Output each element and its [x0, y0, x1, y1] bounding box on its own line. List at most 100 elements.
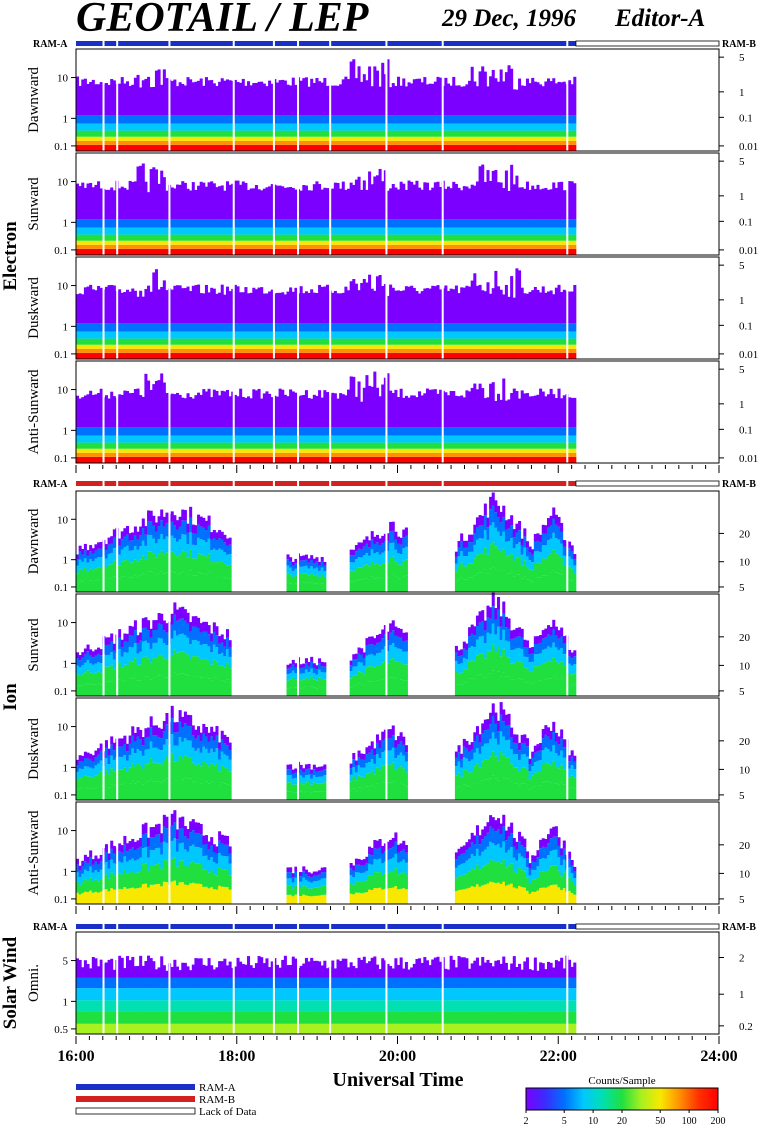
spectrogram-cell: [502, 234, 506, 241]
spectrogram-cell: [118, 323, 122, 332]
spectrogram-cell: [539, 244, 543, 249]
spectrogram-cell: [112, 140, 116, 145]
spectrogram-cell: [402, 130, 406, 137]
spectrogram-cell: [260, 219, 264, 228]
spectrogram-cell: [215, 136, 219, 141]
spectrogram-cell: [249, 338, 253, 345]
spectrogram-cell: [468, 348, 472, 353]
spectrogram-cell: [312, 130, 316, 137]
spectrogram-cell: [483, 136, 487, 141]
spectrogram-cell: [452, 289, 456, 324]
spectrogram-cell: [349, 435, 353, 443]
spectrogram-cell: [394, 452, 398, 457]
spectrogram-cell: [475, 227, 479, 235]
spectrogram-cell: [568, 136, 572, 141]
spectrogram-cell: [347, 140, 351, 145]
spectrogram-cell: [360, 130, 364, 137]
spectrogram-cell: [525, 130, 529, 137]
spectrogram-cell: [573, 234, 577, 241]
spectrogram-cell: [97, 352, 101, 359]
spectrogram-cell: [499, 289, 503, 324]
spectrogram-cell: [262, 248, 266, 255]
spectrogram-cell: [389, 456, 393, 463]
spectrogram-cell: [397, 234, 401, 241]
spectrogram-cell: [486, 234, 490, 241]
ion-ram-bar: [76, 481, 576, 486]
spectrogram-cell: [89, 123, 93, 131]
spectrogram-cell: [170, 123, 174, 131]
spectrogram-cell: [391, 219, 395, 228]
chart-date: 29 Dec, 1996: [441, 5, 576, 32]
spectrogram-cell: [394, 123, 398, 131]
spectrogram-cell: [552, 344, 556, 349]
spectrogram-cell: [525, 227, 529, 235]
spectrogram-cell: [149, 338, 153, 345]
spectrogram-cell: [154, 140, 158, 145]
spectrogram-cell: [389, 248, 393, 255]
spectrogram-cell: [239, 388, 243, 428]
spectrogram-cell: [473, 323, 477, 332]
spectrogram-cell: [365, 352, 369, 359]
spectrogram-cell: [262, 240, 266, 245]
spectrogram-cell: [536, 348, 540, 353]
spectrogram-cell: [418, 448, 422, 453]
spectrogram-cell: [104, 452, 108, 457]
spectrogram-cell: [265, 240, 269, 245]
spectrogram-cell: [118, 188, 122, 220]
spectrogram-cell: [310, 452, 314, 457]
spectrogram-cell: [520, 187, 524, 220]
spectrogram-cell: [415, 227, 419, 235]
spectrogram-cell: [89, 427, 93, 436]
spectrogram-cell: [533, 331, 537, 339]
spectrogram-cell: [549, 144, 553, 151]
spectrogram-cell: [375, 344, 379, 349]
spectrogram-cell: [302, 448, 306, 453]
spectrogram-cell: [83, 442, 87, 449]
spectrogram-cell: [560, 248, 564, 255]
spectrogram-cell: [549, 189, 553, 220]
spectrogram-cell: [362, 323, 366, 332]
spectrogram-cell: [344, 144, 348, 151]
spectrogram-cell: [154, 169, 158, 220]
spectrogram-cell: [562, 323, 566, 332]
spectrogram-cell: [175, 392, 180, 428]
spectrogram-cell: [210, 240, 214, 245]
spectrogram-cell: [86, 435, 90, 443]
spectrogram-cell: [383, 442, 387, 449]
spectrogram-cell: [194, 81, 198, 116]
spectrogram-cell: [320, 456, 324, 463]
spectrogram-cell: [546, 144, 551, 151]
spectrogram-cell: [181, 448, 185, 453]
spectrogram-cell: [162, 448, 166, 453]
spectrogram-cell: [275, 396, 279, 428]
spectrogram-cell: [533, 81, 537, 116]
spectrogram-cell: [536, 331, 540, 339]
spectrogram-cell: [452, 352, 456, 359]
spectrogram-cell: [533, 338, 537, 345]
spectrogram-cell: [323, 427, 327, 436]
spectrogram-cell: [560, 136, 564, 141]
spectrogram-cell: [546, 323, 551, 332]
spectrogram-cell: [499, 219, 503, 228]
spectrogram-cell: [170, 240, 174, 245]
spectrogram-cell: [360, 338, 364, 345]
spectrogram-cell: [452, 181, 456, 220]
spectrogram-cell: [278, 136, 282, 141]
spectrogram-cell: [389, 442, 393, 449]
spectrogram-cell: [118, 435, 122, 443]
spectrogram-cell: [375, 227, 379, 235]
spectrogram-cell: [375, 276, 379, 324]
spectrogram-cell: [241, 78, 245, 116]
spectrogram-cell: [94, 130, 98, 137]
ram-bar-gap: [329, 41, 332, 46]
spectrogram-cell: [260, 456, 264, 463]
spectrogram-cell: [107, 115, 111, 124]
spectrogram-cell: [433, 244, 437, 249]
spectrogram-cell: [254, 248, 258, 255]
spectrogram-cell: [175, 448, 180, 453]
spectrogram-cell: [383, 140, 387, 145]
spectrogram-cell: [418, 78, 422, 116]
spectrogram-cell: [299, 130, 303, 137]
spectrogram-cell: [354, 323, 358, 332]
spectrogram-cell: [247, 435, 251, 443]
